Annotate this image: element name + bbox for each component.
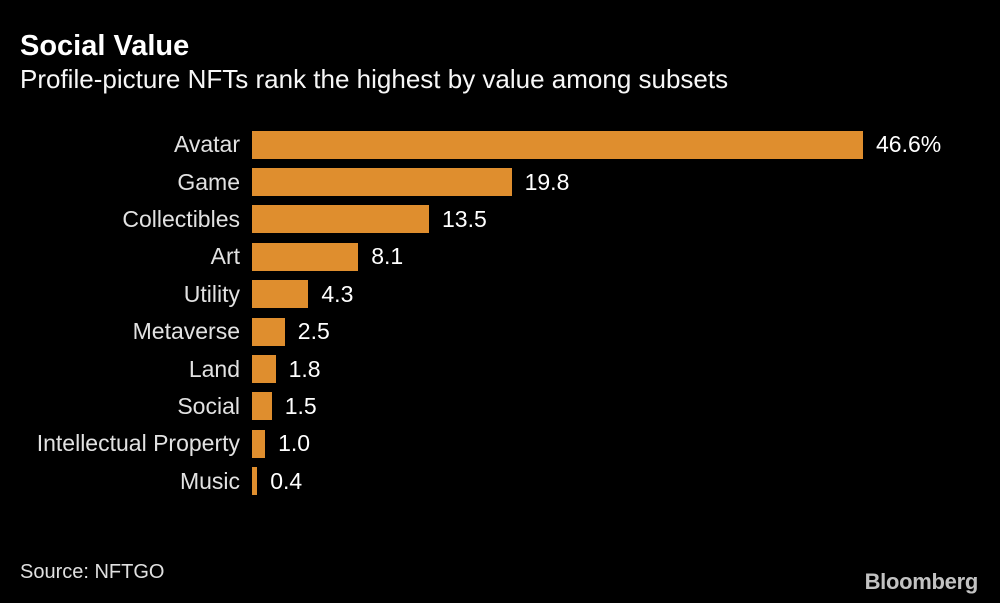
chart-subtitle: Profile-picture NFTs rank the highest by… [20, 64, 729, 94]
bar [252, 429, 266, 458]
bar [252, 130, 863, 159]
value-label: 4.3 [321, 280, 354, 307]
bar [252, 168, 512, 197]
value-label: 1.8 [288, 355, 321, 382]
category-label: Metaverse [132, 318, 240, 345]
value-label: 19.8 [524, 168, 570, 195]
value-label: 0.4 [270, 467, 303, 494]
source-note: Source: NFTGO [20, 561, 165, 583]
value-label: 46.6% [876, 131, 942, 158]
category-label: Collectibles [122, 205, 240, 232]
bar [252, 280, 309, 309]
chart-row: Metaverse 2.5 [20, 313, 980, 350]
category-label: Game [177, 168, 240, 195]
chart-row: Art 8.1 [20, 238, 980, 275]
chart-row: Collectibles 13.5 [20, 201, 980, 238]
category-label: Music [179, 467, 240, 494]
bar [252, 317, 285, 346]
category-label: Land [188, 355, 240, 382]
category-label: Intellectual Property [36, 430, 240, 457]
bar-chart: Avatar 46.6% Game 19.8 Collectibles 13.5 Art 8.… [20, 126, 980, 500]
category-label: Avatar [173, 131, 240, 158]
chart-row: Land 1.8 [20, 350, 980, 387]
bar [252, 242, 359, 271]
value-label: 2.5 [297, 318, 330, 345]
value-label: 13.5 [442, 205, 487, 232]
chart-row: Intellectual Property 1.0 [20, 425, 980, 462]
category-label: Utility [183, 280, 240, 307]
bar [252, 392, 272, 421]
category-label: Social [177, 392, 240, 419]
chart-row: Avatar 46.6% [20, 126, 980, 163]
value-label: 8.1 [371, 243, 404, 270]
chart-row: Utility 4.3 [20, 276, 980, 313]
bar [252, 355, 276, 384]
bloomberg-logo: Bloomberg [864, 569, 979, 594]
value-label: 1.0 [278, 430, 311, 457]
chart-row: Social 1.5 [20, 388, 980, 425]
bar [252, 467, 258, 496]
bar [252, 205, 429, 234]
chart-row: Game 19.8 [20, 163, 980, 200]
category-label: Art [210, 243, 240, 270]
chart-title: Social Value [20, 30, 190, 62]
value-label: 1.5 [284, 392, 317, 419]
chart-row: Music 0.4 [20, 463, 980, 500]
